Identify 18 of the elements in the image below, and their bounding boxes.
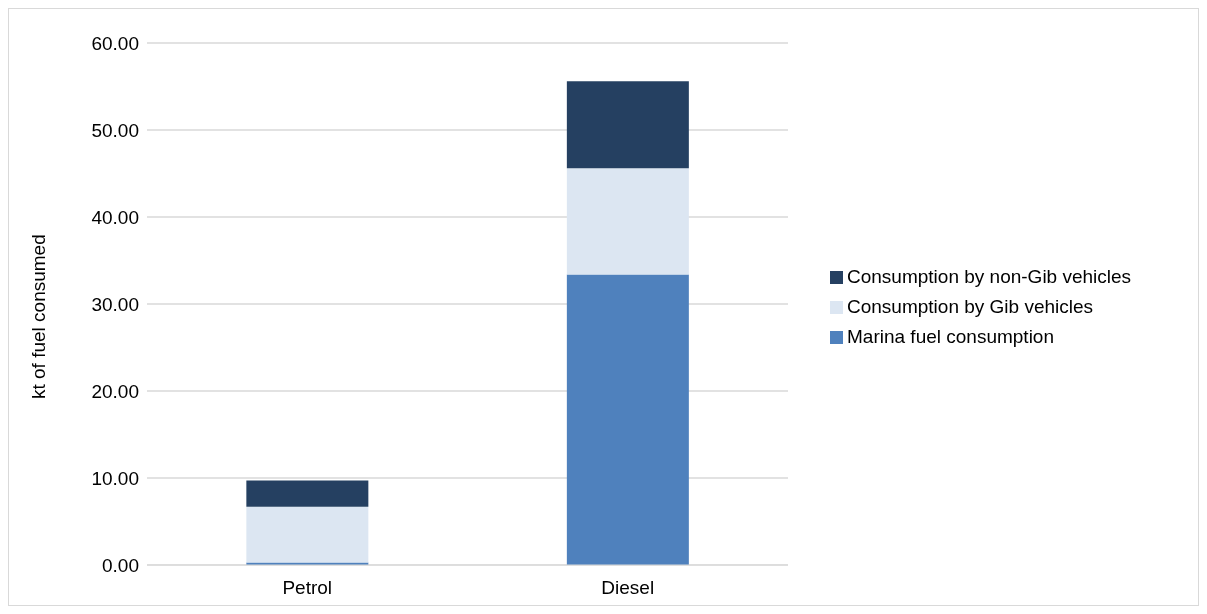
legend-label: Consumption by Gib vehicles xyxy=(847,296,1094,318)
y-tick-label: 50.00 xyxy=(91,119,139,141)
bar xyxy=(566,168,689,275)
legend-label: Marina fuel consumption xyxy=(847,326,1054,348)
y-tick-label: 10.00 xyxy=(91,467,139,489)
y-tick-label: 20.00 xyxy=(91,380,139,402)
bar xyxy=(246,506,369,563)
y-axis-title: kt of fuel consumed xyxy=(27,234,49,399)
y-tick-label: 30.00 xyxy=(91,293,139,315)
bar xyxy=(566,81,689,169)
y-tick-label: 40.00 xyxy=(91,206,139,228)
bar xyxy=(246,480,369,507)
x-tick-label: Diesel xyxy=(601,577,655,599)
y-tick-label: 60.00 xyxy=(91,32,139,54)
x-tick-label: Petrol xyxy=(282,577,333,599)
bar xyxy=(566,274,689,565)
y-tick-label: 0.00 xyxy=(102,554,139,576)
legend-label: Consumption by non-Gib vehicles xyxy=(847,266,1132,288)
